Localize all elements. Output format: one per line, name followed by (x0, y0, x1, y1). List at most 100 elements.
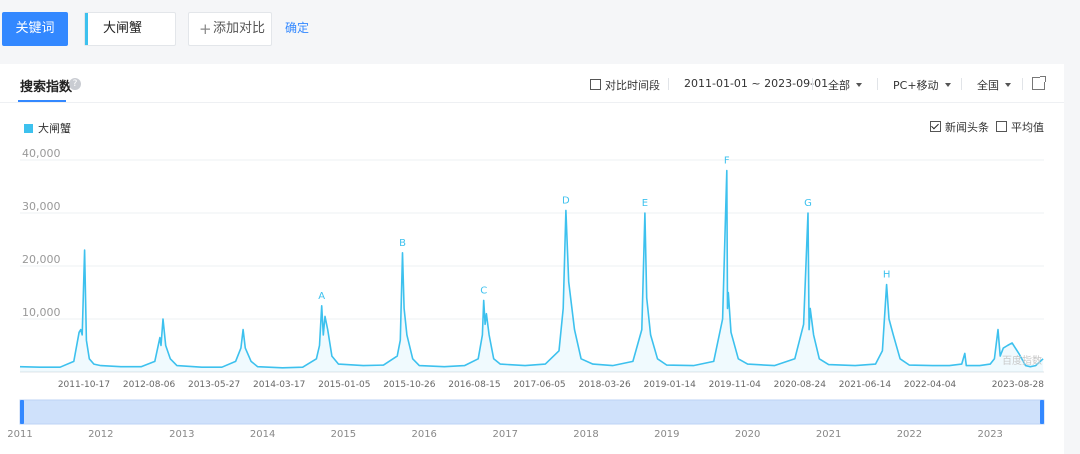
data-point (666, 365, 667, 366)
compare-period-checkbox[interactable] (590, 79, 601, 90)
data-point (282, 367, 283, 368)
data-point (60, 367, 61, 368)
data-point (641, 329, 642, 330)
range-year-label: 2014 (250, 429, 275, 440)
data-point (93, 364, 94, 365)
data-point (886, 284, 887, 285)
data-point (961, 364, 962, 365)
data-point (235, 361, 236, 362)
average-toggle[interactable]: 平均值 (996, 119, 1044, 135)
device-label: PC+移动 (893, 79, 939, 92)
annotation-a: A (318, 291, 325, 302)
range-year-label: 2017 (492, 429, 517, 440)
data-point (419, 365, 420, 366)
data-point (165, 345, 166, 346)
series-color-indicator (85, 13, 88, 45)
data-point (888, 318, 889, 319)
news-headlines-checkbox[interactable] (930, 121, 941, 132)
device-dropdown[interactable]: PC+移动 (893, 77, 951, 93)
x-tick-label: 2020-08-24 (774, 380, 827, 390)
data-point (141, 366, 142, 367)
data-point (803, 324, 804, 325)
data-point (316, 358, 317, 359)
data-point (383, 365, 384, 366)
header-divider (0, 102, 1064, 103)
range-selector-track (19, 399, 1045, 425)
data-point (774, 365, 775, 366)
data-point (730, 332, 731, 333)
data-point (747, 364, 748, 365)
date-range-picker[interactable]: 2011-01-01 ~ 2023-09-01 (684, 77, 828, 90)
x-tick-label: 2014-03-17 (253, 380, 305, 390)
data-point (990, 364, 991, 365)
data-point (160, 345, 161, 346)
annotation-c: C (480, 285, 487, 296)
data-point (592, 364, 593, 365)
y-tick-label: 30,000 (22, 200, 61, 213)
data-point (120, 366, 121, 367)
data-point (1043, 358, 1044, 359)
keyword-value: 大闸蟹 (103, 21, 143, 36)
x-tick-label: 2021-06-14 (839, 380, 892, 390)
divider (668, 78, 669, 90)
average-checkbox[interactable] (996, 121, 1007, 132)
chevron-down-icon (944, 83, 951, 90)
keyword-input[interactable]: 大闸蟹 (84, 12, 176, 46)
data-point (713, 361, 714, 362)
keyword-button[interactable]: 关键词 (2, 12, 68, 46)
data-point (243, 329, 244, 330)
confirm-link[interactable]: 确定 (285, 21, 310, 35)
data-point (581, 358, 582, 359)
source-dropdown[interactable]: 全部 (828, 77, 862, 93)
x-tick-label: 2011-10-17 (58, 380, 110, 390)
chart-legend[interactable]: 大闸蟹 (24, 120, 71, 136)
compare-period-label: 对比时间段 (605, 79, 660, 92)
data-point (1003, 348, 1004, 349)
data-point (693, 365, 694, 366)
data-point (363, 365, 364, 366)
data-point (482, 334, 483, 335)
data-point (568, 281, 569, 282)
legend-swatch (24, 124, 33, 133)
help-icon[interactable]: ? (69, 78, 81, 90)
data-point (82, 334, 83, 335)
add-compare-label: 添加对比 (213, 21, 266, 36)
range-handle-left (20, 400, 24, 424)
data-point (221, 367, 222, 368)
data-point (324, 316, 325, 317)
data-point (558, 350, 559, 351)
data-point (819, 358, 820, 359)
data-point (1000, 356, 1001, 357)
data-point (170, 358, 171, 359)
watermark: 百度指数 (1002, 354, 1042, 367)
data-point (39, 367, 40, 368)
data-point (84, 250, 85, 251)
series-line (19, 169, 1044, 369)
data-point (728, 292, 729, 293)
x-tick-label: 2016-08-15 (448, 380, 500, 390)
data-point (657, 358, 658, 359)
x-tick-label: 2022-04-04 (904, 380, 957, 390)
data-point (828, 364, 829, 365)
external-link-icon[interactable] (1032, 76, 1046, 90)
data-point (966, 365, 967, 366)
annotation-f: F (724, 156, 730, 167)
region-label: 全国 (977, 79, 999, 92)
data-point (162, 318, 163, 319)
news-headlines-toggle[interactable]: 新闻头条 (930, 119, 989, 135)
range-year-label: 2011 (7, 429, 32, 440)
x-tick-label: 2015-10-26 (383, 380, 436, 390)
data-point (251, 361, 252, 362)
legend-label: 大闸蟹 (38, 122, 71, 135)
data-point (302, 367, 303, 368)
data-point (489, 334, 490, 335)
add-compare-button[interactable]: + 添加对比 (188, 12, 272, 46)
region-dropdown[interactable]: 全国 (977, 77, 1011, 93)
range-handle-right (1040, 400, 1044, 424)
compare-period-toggle[interactable]: 对比时间段 (590, 77, 660, 93)
range-year-label: 2018 (573, 429, 598, 440)
data-point (612, 365, 613, 366)
data-point (159, 337, 160, 338)
search-bar: 关键词 大闸蟹 + 添加对比 确定 (0, 0, 1080, 60)
